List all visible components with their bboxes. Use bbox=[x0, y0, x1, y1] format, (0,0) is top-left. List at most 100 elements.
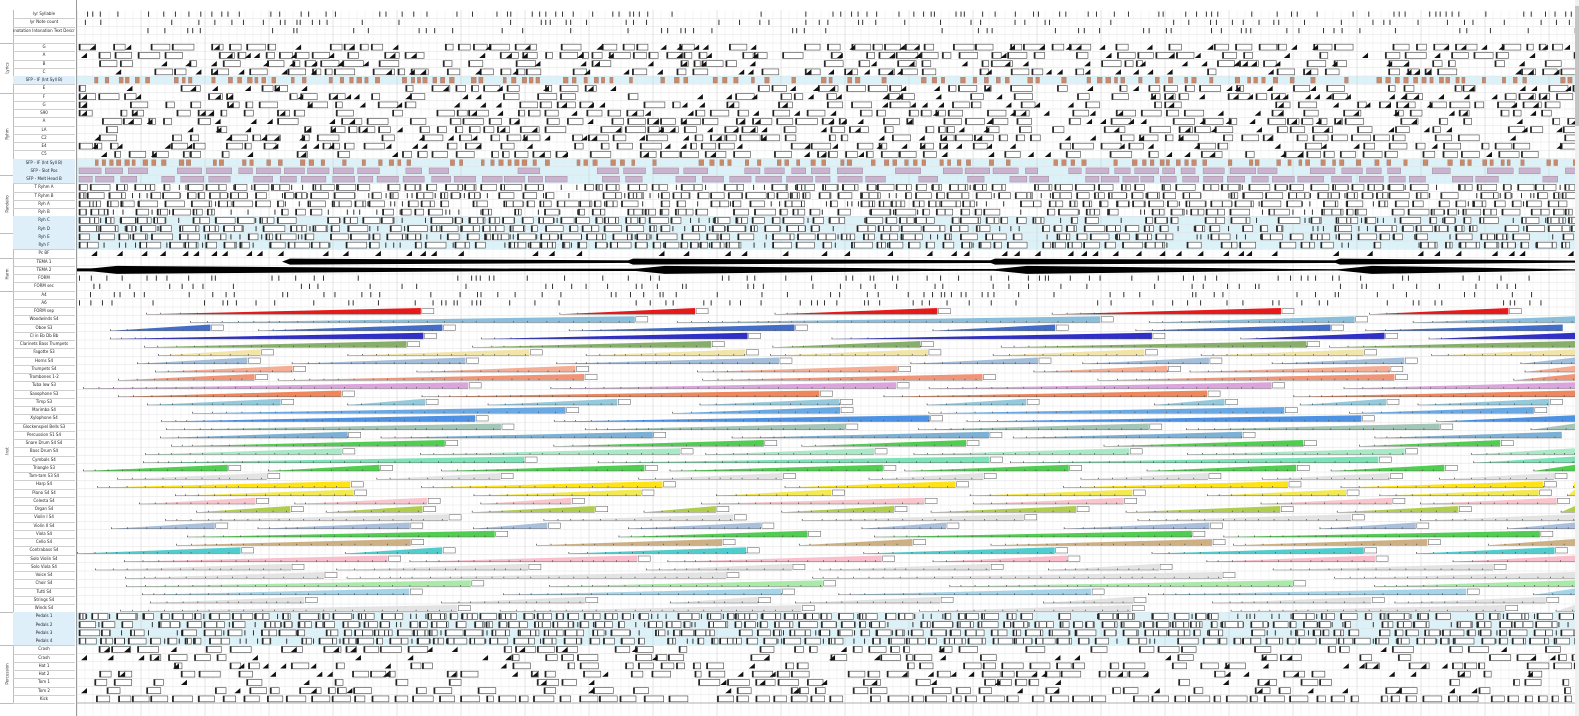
track-label[interactable] bbox=[13, 35, 75, 44]
event-block-edge bbox=[1221, 242, 1223, 249]
instrument-tick bbox=[250, 345, 252, 348]
track-label[interactable]: Tutti S4 bbox=[13, 588, 75, 597]
track-label[interactable]: Pc BF bbox=[13, 249, 75, 259]
track-label[interactable]: Viola S4 bbox=[13, 530, 75, 539]
track-label[interactable]: Oboe S3 bbox=[13, 324, 75, 333]
event-block-edge bbox=[1116, 200, 1118, 207]
track-label[interactable]: T Ryhm B bbox=[13, 192, 75, 201]
track-label[interactable]: Ryh F bbox=[13, 241, 75, 251]
track-label[interactable]: Harp S4 bbox=[13, 480, 75, 490]
track-label[interactable]: Strings S4 bbox=[13, 596, 75, 605]
track-label[interactable]: Snare Drum S4 S4 bbox=[13, 439, 75, 449]
track-label[interactable]: Fagotte S3 bbox=[13, 348, 75, 358]
event-mark bbox=[912, 300, 914, 306]
track-label[interactable]: Marimba S4 bbox=[13, 406, 75, 416]
track-label[interactable]: FORM sep bbox=[13, 307, 75, 317]
track-label[interactable]: Ryh A bbox=[13, 200, 75, 209]
track-label[interactable]: E4 bbox=[13, 142, 75, 152]
track-label[interactable]: Voice S4 bbox=[13, 571, 75, 581]
timeline-grid[interactable] bbox=[77, 0, 1579, 716]
event-block-edge bbox=[932, 184, 934, 191]
event-block bbox=[1526, 200, 1542, 208]
event-block-edge bbox=[140, 225, 143, 232]
track-label[interactable]: Solo Viola S4 bbox=[13, 563, 75, 572]
track-label[interactable]: Kick bbox=[13, 695, 75, 704]
instrument-tick bbox=[1452, 329, 1454, 331]
track-label[interactable]: Celesta S4 bbox=[13, 497, 75, 506]
track-label[interactable]: Violin I S4 bbox=[13, 513, 75, 523]
track-label[interactable]: TEMA 2 bbox=[13, 266, 75, 275]
track-label[interactable]: LA bbox=[13, 126, 75, 135]
track-label[interactable]: Tam-tam S3 S4 bbox=[13, 472, 75, 482]
event-block bbox=[450, 159, 455, 166]
track-label[interactable]: S90 bbox=[13, 109, 75, 119]
event-mark bbox=[89, 217, 91, 223]
event-mark bbox=[1088, 201, 1090, 207]
event-mark bbox=[1047, 275, 1049, 281]
event-mark bbox=[1200, 234, 1202, 240]
track-label[interactable]: SFP - IF (Int Syll B) bbox=[13, 76, 75, 86]
event-mark bbox=[1210, 28, 1212, 34]
track-label[interactable]: Tom 2 bbox=[13, 687, 75, 696]
track-label[interactable]: T Ryhm A bbox=[13, 183, 75, 193]
track-label[interactable]: Cl in Eb Db Bb bbox=[13, 332, 75, 341]
track-label[interactable]: Hat 2 bbox=[13, 670, 75, 680]
track-label[interactable]: A6 bbox=[13, 299, 75, 308]
track-label[interactable]: E bbox=[13, 84, 75, 94]
track-label[interactable]: B bbox=[13, 60, 75, 69]
track-label[interactable]: Saxophone S3 bbox=[13, 390, 75, 399]
track-label[interactable]: Timp S3 bbox=[13, 398, 75, 407]
track-label[interactable]: Violin II S4 bbox=[13, 522, 75, 531]
track-label[interactable]: Organ S4 bbox=[13, 505, 75, 515]
track-label[interactable]: Horns S4 bbox=[13, 357, 75, 366]
track-label[interactable]: Glockenspiel Bells S3 bbox=[13, 423, 75, 432]
track-label[interactable]: Tuba low S3 bbox=[13, 381, 75, 391]
track-label[interactable]: G bbox=[13, 43, 75, 53]
track-label[interactable]: Xylophone S4 bbox=[13, 414, 75, 424]
track-label[interactable]: Cello S4 bbox=[13, 538, 75, 548]
track-label[interactable]: Hat 1 bbox=[13, 662, 75, 671]
event-block-edge bbox=[354, 200, 357, 207]
track-label[interactable]: SFP - Melt Head B bbox=[13, 175, 75, 185]
timeline-canvas[interactable] bbox=[77, 0, 1579, 716]
event-mark bbox=[477, 217, 479, 223]
track-label[interactable]: lyr Syllable bbox=[13, 10, 75, 20]
track-label[interactable]: Trombones 1-2 bbox=[13, 373, 75, 383]
track-label[interactable]: Pedals 4 bbox=[13, 637, 75, 647]
event-mark bbox=[493, 275, 495, 281]
track-label[interactable]: Piano S4 S4 bbox=[13, 489, 75, 498]
event-mark bbox=[852, 275, 854, 281]
event-mark bbox=[1304, 193, 1306, 199]
event-mark bbox=[990, 275, 992, 281]
track-label[interactable]: Crash bbox=[13, 654, 75, 663]
track-label[interactable]: Percussion S1 S4 bbox=[13, 431, 75, 440]
track-label[interactable]: Clarinets Bass Trumpets bbox=[13, 340, 75, 350]
track-label[interactable]: A bbox=[13, 51, 75, 61]
track-label[interactable]: Choir S4 bbox=[13, 579, 75, 589]
event-mark bbox=[1338, 217, 1340, 223]
event-mark bbox=[1262, 209, 1264, 215]
track-label[interactable]: FORM sec bbox=[13, 282, 75, 292]
track-label[interactable]: F bbox=[13, 93, 75, 102]
track-label[interactable]: Contrabass S4 bbox=[13, 546, 75, 556]
track-label[interactable]: G bbox=[13, 101, 75, 110]
track-label[interactable]: Tom 1 bbox=[13, 678, 75, 688]
track-label[interactable]: Solo Violin S4 bbox=[13, 555, 75, 564]
track-label[interactable]: Lyr Annotation Intonation Text Descripti… bbox=[13, 27, 75, 36]
track-label[interactable]: Trumpets S4 bbox=[13, 365, 75, 374]
track-label[interactable]: C2 bbox=[13, 134, 75, 143]
track-label[interactable]: Bass Drum S4 bbox=[13, 447, 75, 457]
track-label[interactable]: Triangle S3 bbox=[13, 464, 75, 473]
track-label[interactable]: TEMA 1 bbox=[13, 258, 75, 267]
event-block bbox=[1166, 159, 1170, 166]
track-label[interactable]: lyr Note count bbox=[13, 18, 75, 28]
event-block-edge bbox=[417, 151, 420, 158]
event-block bbox=[164, 52, 183, 59]
track-label[interactable]: Woodwinds S4 bbox=[13, 315, 75, 325]
track-label[interactable]: A bbox=[13, 117, 75, 127]
track-label[interactable]: Crash bbox=[13, 645, 75, 655]
track-label[interactable]: FORM bbox=[13, 274, 75, 284]
track-label[interactable]: Cymbals S4 bbox=[13, 456, 75, 465]
accent-wedge bbox=[1167, 94, 1174, 100]
track-label[interactable]: A4 bbox=[13, 291, 75, 300]
